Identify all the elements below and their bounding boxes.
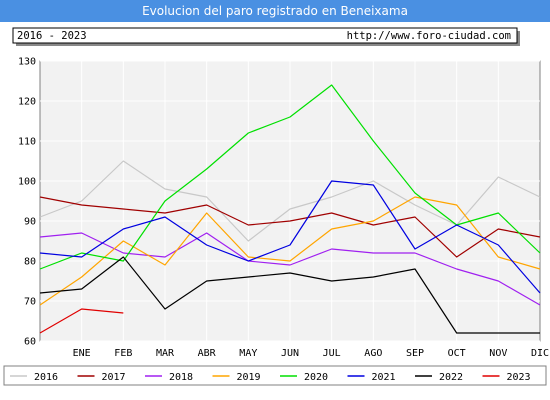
info-box bbox=[12, 27, 518, 44]
legend-label-2021: 2021 bbox=[372, 372, 396, 383]
y-tick-label: 60 bbox=[24, 337, 36, 348]
x-tick-label: DIC bbox=[531, 348, 549, 359]
series-line-2022 bbox=[39, 256, 540, 334]
x-tick-label: ENE bbox=[73, 348, 91, 359]
y-axis-ticks: 60 70 80 90 100 110 120 130 bbox=[18, 57, 36, 348]
series-line-2023 bbox=[39, 308, 124, 334]
y-tick-label: 80 bbox=[24, 257, 36, 268]
legend-box bbox=[3, 365, 547, 386]
series-line-2017 bbox=[39, 196, 541, 258]
series-line-2018 bbox=[39, 232, 541, 306]
x-tick-label: SEP bbox=[406, 348, 424, 359]
period-label: 2016 - 2023 bbox=[17, 30, 87, 42]
y-tick-label: 110 bbox=[18, 137, 36, 148]
x-tick-label: NOV bbox=[489, 348, 507, 359]
title-bar bbox=[0, 0, 550, 22]
y-tick-label: 120 bbox=[18, 97, 36, 108]
legend: 2016 2017 2018 2019 2020 2021 2022 2023 bbox=[10, 372, 531, 383]
x-tick-label: AGO bbox=[364, 348, 382, 359]
x-tick-label: MAR bbox=[156, 348, 175, 359]
x-tick-label: JUN bbox=[281, 348, 299, 359]
legend-label-2022: 2022 bbox=[439, 372, 463, 383]
source-url: http://www.foro-ciudad.com bbox=[347, 30, 511, 42]
series-line-2021 bbox=[39, 180, 541, 294]
x-tick-label: FEB bbox=[114, 348, 132, 359]
legend-label-2016: 2016 bbox=[34, 372, 58, 383]
legend-label-2023: 2023 bbox=[507, 372, 531, 383]
x-tick-label: JUL bbox=[323, 348, 341, 359]
y-tick-label: 90 bbox=[24, 217, 36, 228]
x-tick-label: ABR bbox=[198, 348, 217, 359]
chart-title: Evolucion del paro registrado en Beneixa… bbox=[142, 4, 408, 18]
legend-label-2018: 2018 bbox=[169, 372, 193, 383]
legend-label-2020: 2020 bbox=[304, 372, 328, 383]
x-axis-ticks: ENE FEB MAR ABR MAY JUN JUL AGO SEP OCT NOV DIC bbox=[73, 348, 549, 359]
legend-label-2019: 2019 bbox=[237, 372, 261, 383]
grid-lines bbox=[40, 60, 540, 342]
x-tick-label: OCT bbox=[448, 348, 466, 359]
y-tick-label: 70 bbox=[24, 297, 36, 308]
legend-label-2017: 2017 bbox=[102, 372, 126, 383]
x-tick-label: MAY bbox=[239, 348, 257, 359]
y-tick-label: 130 bbox=[18, 57, 36, 68]
y-tick-label: 100 bbox=[18, 177, 36, 188]
series-line-2019 bbox=[39, 196, 541, 306]
series-lines bbox=[39, 84, 541, 334]
